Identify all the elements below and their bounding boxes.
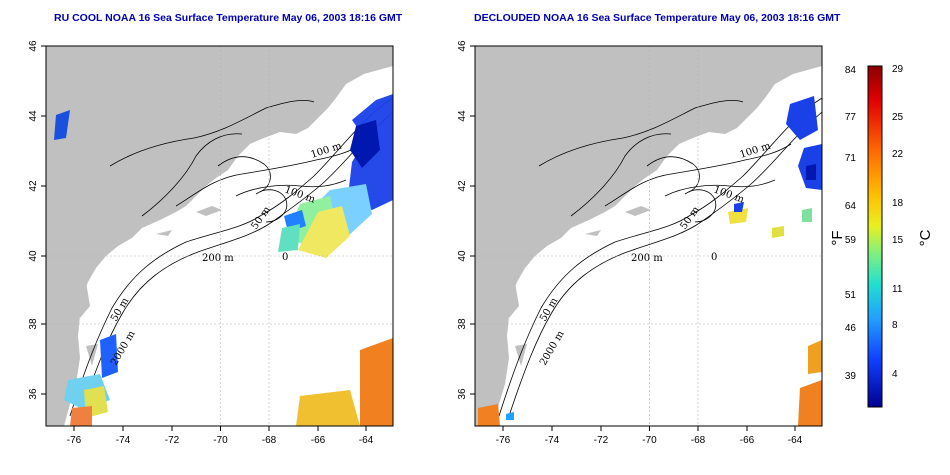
contour-label: 200 m (631, 253, 663, 264)
y-tick-label: 38 (457, 318, 468, 330)
fahrenheit-tick-labels: 84 77 71 64 59 51 46 39 (845, 65, 857, 382)
fahrenheit-tick: 71 (845, 153, 857, 164)
sst-patches-right (478, 96, 822, 426)
celsius-tick: 4 (892, 369, 898, 380)
x-tick-label: -70 (213, 435, 228, 446)
left-x-tick-labels: -76 -74 -72 -70 -68 -66 -64 (67, 435, 374, 446)
gridlines-left (46, 46, 393, 426)
x-tick-label: -74 (545, 435, 560, 446)
x-tick-label: -68 (691, 435, 706, 446)
y-tick-label: 44 (457, 110, 468, 122)
fahrenheit-tick: 51 (845, 290, 857, 301)
contour-label: 0 (711, 252, 717, 263)
x-tick-label: -64 (788, 435, 803, 446)
x-tick-label: -66 (311, 435, 326, 446)
right-map-panel: -76 -74 -72 -70 -68 -66 -64 46 44 42 40 … (457, 40, 823, 446)
x-tick-label: -72 (165, 435, 180, 446)
x-tick-label: -76 (496, 435, 511, 446)
sst-patches-left (54, 94, 393, 426)
right-map-frame (474, 45, 823, 427)
y-tick-label: 42 (457, 180, 468, 192)
contour-label: 0 (282, 252, 288, 263)
temperature-colorbar: 84 77 71 64 59 51 46 39 29 25 22 18 15 1… (829, 64, 934, 408)
y-tick-label: 36 (28, 388, 39, 400)
y-tick-label: 40 (28, 250, 39, 262)
celsius-tick: 22 (892, 149, 904, 160)
right-map-ticks (470, 45, 796, 431)
right-x-tick-labels: -76 -74 -72 -70 -68 -66 -64 (496, 435, 803, 446)
x-tick-label: -76 (67, 435, 82, 446)
x-tick-label: -68 (262, 435, 277, 446)
left-map-panel: -76 -74 -72 -70 -68 -66 -64 46 44 42 40 … (28, 40, 394, 446)
celsius-tick: 29 (892, 64, 904, 75)
y-tick-label: 38 (28, 318, 39, 330)
left-map-frame (45, 45, 394, 427)
fahrenheit-tick: 64 (845, 201, 857, 212)
celsius-unit-label: °C (917, 229, 934, 246)
fahrenheit-tick: 39 (845, 371, 857, 382)
y-tick-label: 46 (28, 40, 39, 52)
x-tick-label: -66 (740, 435, 755, 446)
celsius-tick: 25 (892, 112, 904, 123)
celsius-tick: 8 (892, 320, 898, 331)
colorbar-gradient (867, 65, 883, 408)
fahrenheit-tick: 59 (845, 235, 857, 246)
x-tick-label: -72 (594, 435, 609, 446)
x-tick-label: -70 (642, 435, 657, 446)
left-panel-title: RU COOL NOAA 16 Sea Surface Temperature … (54, 12, 403, 24)
left-map-ticks (41, 45, 367, 431)
y-tick-label: 40 (457, 250, 468, 262)
y-tick-label: 44 (28, 110, 39, 122)
celsius-tick: 11 (892, 284, 903, 295)
fahrenheit-tick: 77 (845, 112, 857, 123)
celsius-tick-labels: 29 25 22 18 15 11 8 4 (892, 64, 904, 380)
fahrenheit-tick: 46 (845, 323, 857, 334)
y-tick-label: 36 (457, 388, 468, 400)
y-tick-label: 42 (28, 180, 39, 192)
celsius-tick: 15 (892, 235, 904, 246)
right-panel-title: DECLOUDED NOAA 16 Sea Surface Temperatur… (474, 12, 841, 24)
gridlines-right (475, 46, 822, 426)
contour-label: 200 m (202, 253, 234, 264)
fahrenheit-unit-label: °F (829, 230, 846, 245)
x-tick-label: -64 (359, 435, 374, 446)
y-tick-label: 46 (457, 40, 468, 52)
fahrenheit-tick: 84 (845, 65, 857, 76)
left-y-tick-labels: 46 44 42 40 38 36 (28, 40, 39, 400)
celsius-tick: 18 (892, 198, 904, 209)
x-tick-label: -74 (116, 435, 131, 446)
right-y-tick-labels: 46 44 42 40 38 36 (457, 40, 468, 400)
